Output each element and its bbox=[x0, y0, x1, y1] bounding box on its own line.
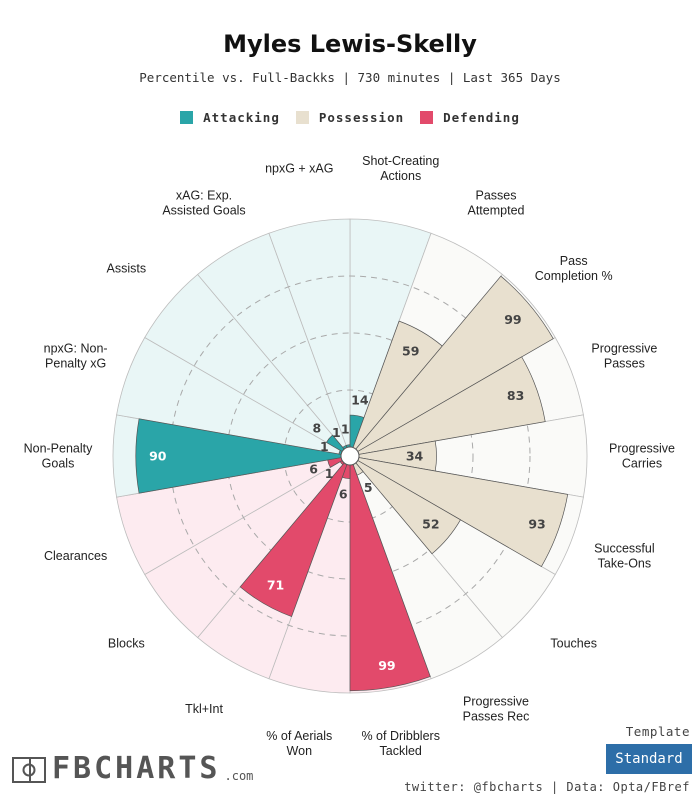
template-standard-button[interactable]: Standard bbox=[606, 744, 692, 774]
value-label: 6 bbox=[309, 462, 318, 477]
value-label: 83 bbox=[507, 388, 524, 403]
value-label: 5 bbox=[364, 480, 373, 495]
legend-label-possession: Possession bbox=[318, 110, 405, 125]
category-label: Progressive Carries bbox=[609, 442, 675, 471]
template-label: Template bbox=[625, 724, 690, 739]
value-label: 1 bbox=[325, 466, 334, 481]
value-label: 1 bbox=[332, 425, 341, 440]
category-label: Progressive Passes bbox=[591, 342, 657, 371]
value-label: 1 bbox=[320, 439, 329, 454]
category-label: % of Dribblers Tackled bbox=[361, 729, 440, 758]
logo-text: FBCHARTS bbox=[52, 751, 221, 786]
value-label: 93 bbox=[528, 517, 545, 532]
value-label: 6 bbox=[339, 487, 348, 502]
fbcharts-logo: FBCHARTS .com bbox=[12, 751, 254, 786]
category-label: Shot-Creating Actions bbox=[362, 154, 439, 183]
value-bars bbox=[135, 275, 569, 692]
value-label: 14 bbox=[351, 392, 369, 407]
category-label: Clearances bbox=[44, 549, 107, 563]
value-label: 1 bbox=[341, 422, 350, 437]
value-label: 52 bbox=[422, 516, 439, 531]
category-label: Blocks bbox=[108, 637, 145, 651]
value-label: 99 bbox=[504, 312, 521, 327]
category-label: npxG: Non-Penalty xG bbox=[44, 342, 108, 371]
legend-swatch-possession bbox=[295, 111, 309, 124]
legend-item-possession: Possession bbox=[295, 110, 405, 125]
value-label: 90 bbox=[149, 449, 167, 464]
legend-label-defending: Defending bbox=[443, 110, 520, 125]
category-label: npxG + xAG bbox=[265, 161, 333, 175]
category-label: Pass Completion % bbox=[535, 254, 613, 283]
category-label: Passes Attempted bbox=[468, 189, 525, 218]
value-label: 99 bbox=[378, 658, 395, 673]
category-label: Assists bbox=[107, 261, 147, 275]
category-label: % of Aerials Won bbox=[266, 729, 332, 758]
value-label: 34 bbox=[406, 449, 424, 464]
logo-suffix: .com bbox=[224, 769, 254, 783]
chart-title: Myles Lewis-Skelly bbox=[223, 30, 477, 58]
chart-subtitle: Percentile vs. Full-Backks | 730 minutes… bbox=[139, 70, 561, 85]
category-label: Tkl+Int bbox=[185, 702, 223, 716]
legend-swatch-attacking bbox=[180, 111, 194, 124]
value-label: 8 bbox=[313, 421, 322, 436]
legend: Attacking Possession Defending bbox=[0, 110, 700, 125]
category-label: Progressive Passes Rec bbox=[463, 694, 530, 723]
legend-label-attacking: Attacking bbox=[203, 110, 280, 125]
legend-item-defending: Defending bbox=[420, 110, 520, 125]
credits: twitter: @fbcharts | Data: Opta/FBref bbox=[404, 780, 690, 794]
category-label: Touches bbox=[550, 637, 597, 651]
legend-item-attacking: Attacking bbox=[180, 110, 280, 125]
pitch-icon bbox=[12, 757, 46, 783]
category-labels: Shot-Creating Actions Passes Attempted Pass C… bbox=[24, 154, 675, 758]
category-label: Successful Take-Ons bbox=[594, 541, 654, 570]
value-label: 71 bbox=[267, 577, 284, 592]
value-label: 59 bbox=[402, 343, 419, 358]
center-hole bbox=[340, 446, 360, 466]
legend-swatch-defending bbox=[420, 111, 434, 124]
category-label: xAG: Exp. Assisted Goals bbox=[162, 189, 245, 218]
category-label: Non-Penalty Goals bbox=[24, 442, 94, 471]
